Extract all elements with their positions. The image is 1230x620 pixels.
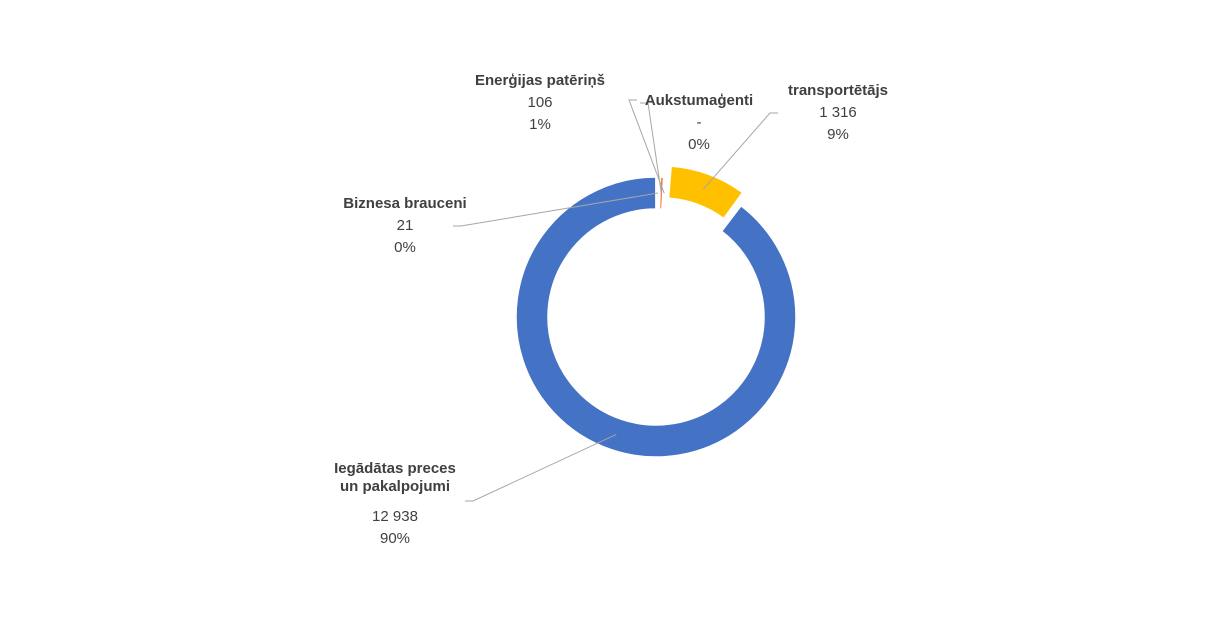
slice-label-percent-4: 0% xyxy=(394,239,416,256)
leader-line-4 xyxy=(453,192,658,227)
slice-2 xyxy=(667,165,744,220)
slice-label-value-2: 1 316 xyxy=(819,104,857,121)
slice-label-percent-1: 0% xyxy=(688,136,710,153)
slice-3 xyxy=(515,176,797,458)
leader-line-1 xyxy=(628,99,665,194)
leader-line-0 xyxy=(640,102,662,194)
slice-label-name-0-0: Enerģijas patēriņš xyxy=(475,72,605,89)
leader-line-2 xyxy=(702,112,778,190)
slice-label-percent-2: 9% xyxy=(827,126,849,143)
slice-label-percent-3: 90% xyxy=(380,530,410,547)
slice-label-name-4-0: Biznesa brauceni xyxy=(343,195,466,212)
slice-label-name-1-0: Aukstumaģenti xyxy=(645,92,753,109)
leader-line-3 xyxy=(465,434,617,502)
slice-label-value-1: - xyxy=(697,114,702,131)
slice-label-value-0: 106 xyxy=(527,94,552,111)
slice-label-name-2-0: transportētājs xyxy=(788,82,888,99)
slice-label-value-4: 21 xyxy=(397,217,414,234)
slice-label-name-3-0: Iegādātas preces xyxy=(334,460,456,477)
slice-label-value-3: 12 938 xyxy=(372,508,418,525)
slice-label-percent-0: 1% xyxy=(529,116,551,133)
slice-label-name-3-1: un pakalpojumi xyxy=(340,478,450,495)
